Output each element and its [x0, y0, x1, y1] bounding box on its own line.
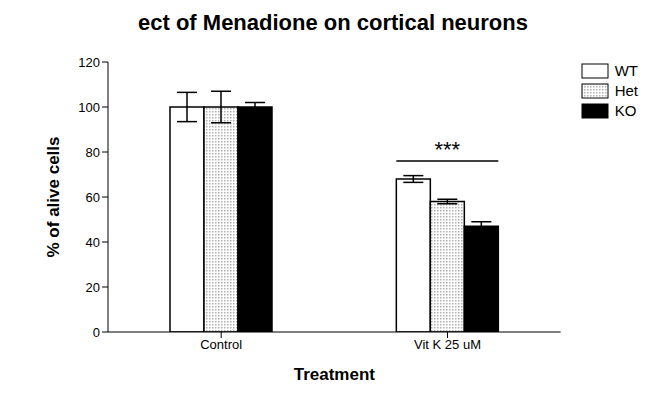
svg-text:40: 40 [86, 235, 100, 250]
html-text:KO: KO [614, 102, 637, 119]
svg-text:Control: Control [200, 337, 242, 352]
svg-text:0: 0 [93, 325, 100, 340]
svg-text:80: 80 [86, 145, 100, 160]
svg-text:120: 120 [78, 55, 100, 70]
svg-text:***: *** [434, 137, 460, 162]
svg-text:20: 20 [86, 280, 100, 295]
svg-text:100: 100 [78, 100, 100, 115]
svg-text:Treatment: Treatment [294, 365, 376, 384]
html-text:WT: WT [614, 62, 638, 79]
svg-text:60: 60 [86, 190, 100, 205]
html-text:ect of Menadione on cortical n: ect of Menadione on cortical neurons [138, 10, 528, 35]
svg-text:% of alive cells: % of alive cells [44, 137, 63, 258]
svg-text:Vit K 25 uM: Vit K 25 uM [414, 337, 481, 352]
html-text:Het: Het [614, 82, 638, 99]
